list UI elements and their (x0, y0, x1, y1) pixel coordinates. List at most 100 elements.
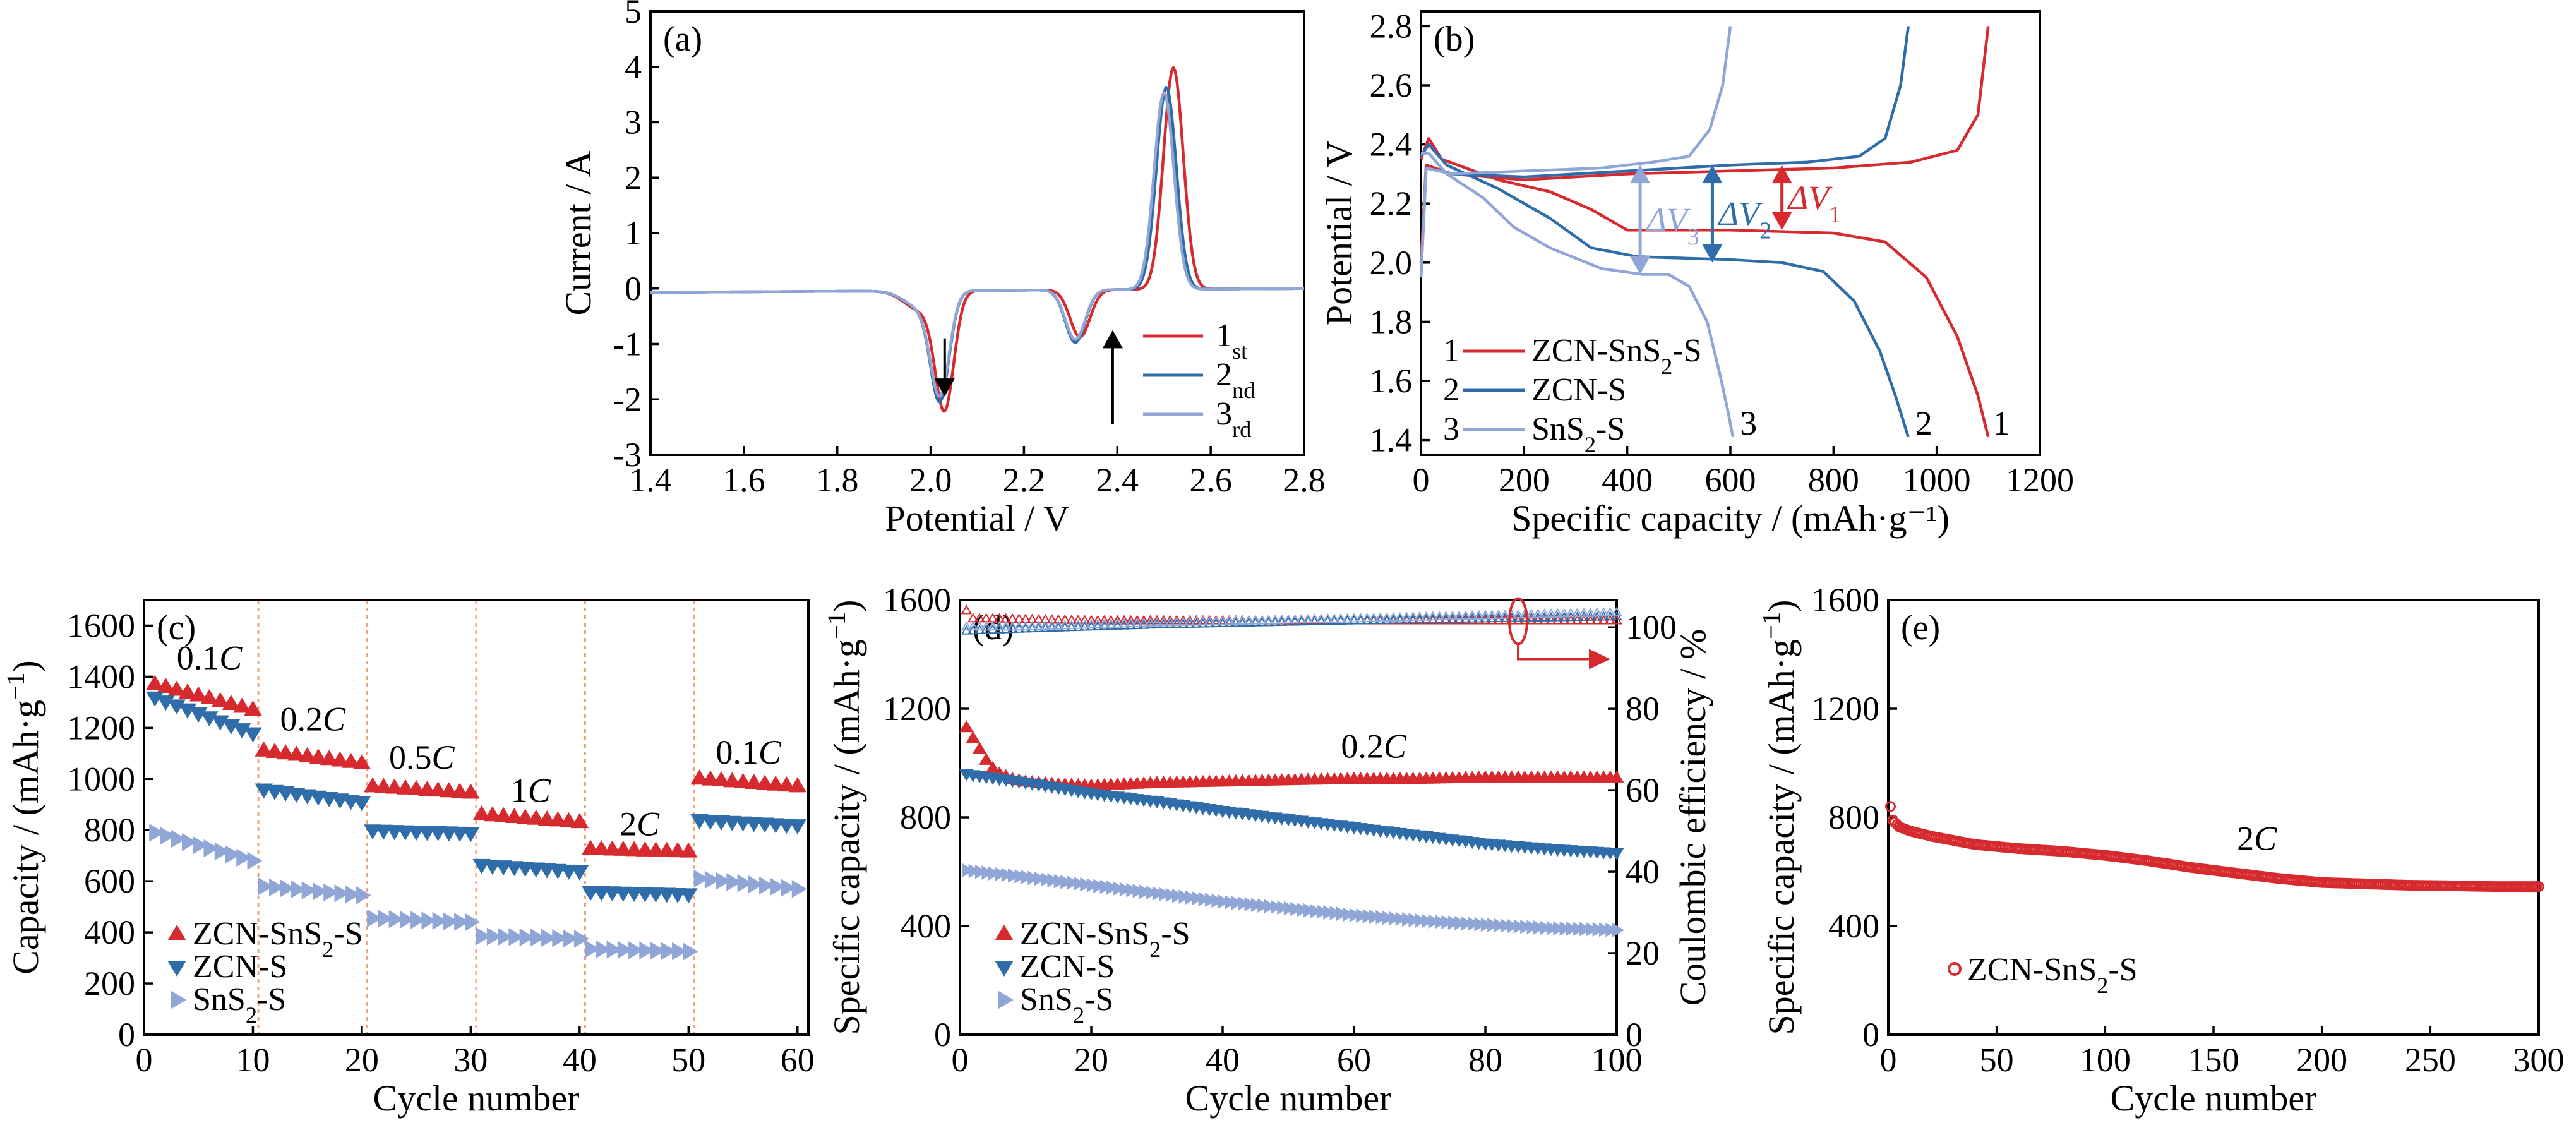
capacity-point-triangle-right (968, 863, 981, 879)
capacity-point-triangle-right (1271, 899, 1283, 915)
x-tick-label: 2.4 (1096, 461, 1139, 499)
x-axis-title: Specific capacity / (mAh·g⁻¹) (1511, 498, 1950, 539)
ce-point (1144, 619, 1156, 629)
ce-point (1348, 613, 1360, 623)
y-title-part: ) (5, 660, 46, 672)
ce-point (1296, 616, 1307, 626)
x-tick-label: 0 (952, 1041, 969, 1079)
legend-entry-part: 2 (1149, 937, 1161, 962)
capacity-point-triangle-up (985, 760, 1000, 773)
panel-label: (e) (1901, 608, 1940, 647)
data-point-triangle-right (214, 842, 230, 861)
legend-entry-part: rd (1232, 417, 1251, 442)
capacity-point-triangle-right (1389, 911, 1401, 926)
data-point-triangle-up (363, 777, 382, 793)
legend-entry-part: -S (333, 916, 362, 952)
capacity-point-triangle-right (1041, 872, 1053, 887)
x-tick-label: 60 (1337, 1041, 1371, 1079)
capacity-point-triangle-right (1323, 905, 1336, 920)
ce-point (987, 621, 998, 631)
y-tick-label: 1 (625, 214, 642, 252)
ce-point (1578, 607, 1590, 617)
legend-entry: 3rd (1216, 396, 1251, 442)
data-point-triangle-right (650, 941, 666, 960)
legend-entry-part: SnS (1020, 982, 1073, 1018)
delta-arrow-head (1702, 165, 1723, 184)
capacity-point-triangle-right (1533, 920, 1546, 935)
x-tick-label: 200 (2296, 1041, 2347, 1079)
ce-point (1125, 615, 1137, 625)
data-point-triangle-down (680, 888, 698, 904)
capacity-point-triangle-right (1586, 922, 1598, 937)
rate-label-part: C (2254, 820, 2277, 858)
ce-point (1099, 620, 1110, 630)
data-point-triangle-up (352, 754, 371, 770)
ce-point (1177, 615, 1189, 625)
ce-point (1197, 618, 1209, 628)
data-point-triangle-down (570, 865, 589, 881)
ce-point (1171, 618, 1182, 628)
x-axis-title: Cycle number (1185, 1078, 1392, 1119)
x-tick-label: 20 (345, 1041, 379, 1079)
x-axis-title: Potential / V (885, 498, 1069, 539)
delta-label-part: ΔV (1717, 195, 1763, 233)
y2-tick-label: 0 (1626, 1016, 1643, 1054)
data-point-triangle-right (291, 880, 306, 899)
ce-point (1486, 610, 1498, 620)
legend-entry-part: ZCN-SnS (1531, 333, 1661, 369)
ce-point (1447, 610, 1458, 620)
legend-number: 3 (1443, 411, 1459, 447)
capacity-point-triangle-right (1336, 906, 1349, 922)
capacity-point-triangle-right (1250, 898, 1263, 913)
ce-point (1053, 622, 1064, 632)
data-point-triangle-right (759, 876, 775, 895)
plot-frame (143, 599, 810, 1036)
ce-point (1125, 620, 1137, 630)
data-point-triangle-right (443, 912, 458, 930)
rate-label-part: C (758, 733, 782, 771)
data-point-triangle-up (265, 743, 284, 759)
ce-point (1591, 607, 1603, 617)
ce-point (1210, 615, 1222, 625)
capacity-point (1884, 801, 1896, 812)
ce-point (1460, 610, 1471, 620)
ce-point (961, 604, 973, 615)
ce-point (1138, 615, 1149, 625)
data-point-triangle-right (596, 940, 611, 959)
ce-point (1283, 616, 1294, 626)
data-point-triangle-right (258, 877, 273, 896)
data-point-triangle-right (737, 874, 753, 893)
capacity-point-triangle-right (1192, 891, 1204, 906)
rate-label-part: C (323, 700, 346, 738)
y-tick-label: 0 (1862, 1016, 1879, 1054)
x-tick-label: 150 (2188, 1041, 2239, 1079)
ce-point (1414, 611, 1425, 621)
legend-marker (167, 925, 186, 940)
data-point-triangle-down (167, 699, 186, 715)
capacity-point-triangle-right (1494, 918, 1506, 933)
x-tick-label: 40 (1206, 1041, 1240, 1079)
ce-point (1374, 612, 1386, 622)
y2-tick-label: 80 (1626, 690, 1660, 728)
y-tick-label: 400 (1828, 907, 1879, 945)
ce-point (1125, 618, 1137, 628)
capacity-point-triangle-right (1422, 913, 1434, 929)
legend-entry: ZCN-SnS2-S (1020, 916, 1190, 962)
data-point-triangle-right (585, 940, 601, 958)
capacity-point-triangle-right (1198, 892, 1211, 906)
x-tick-label: 0 (1880, 1041, 1897, 1079)
ce-point (1111, 615, 1123, 625)
capacity-point-triangle-up (966, 731, 981, 743)
data-point-triangle-right (563, 929, 578, 948)
discharge-curve-3 (1421, 152, 1735, 438)
delta-arrow-head (1630, 165, 1651, 184)
data-point-triangle-up (505, 808, 524, 823)
legend-number: 1 (1443, 333, 1459, 369)
y-tick-label: 600 (84, 862, 135, 900)
ce-point (1289, 614, 1301, 624)
y2-tick-label: 100 (1626, 608, 1677, 646)
ce-point (1184, 615, 1195, 625)
ce-point (1118, 620, 1130, 630)
panel-c: 0 10 20 30 40 50 60020040060080010001200140016… (1, 599, 815, 1119)
ce-point (1341, 613, 1353, 623)
